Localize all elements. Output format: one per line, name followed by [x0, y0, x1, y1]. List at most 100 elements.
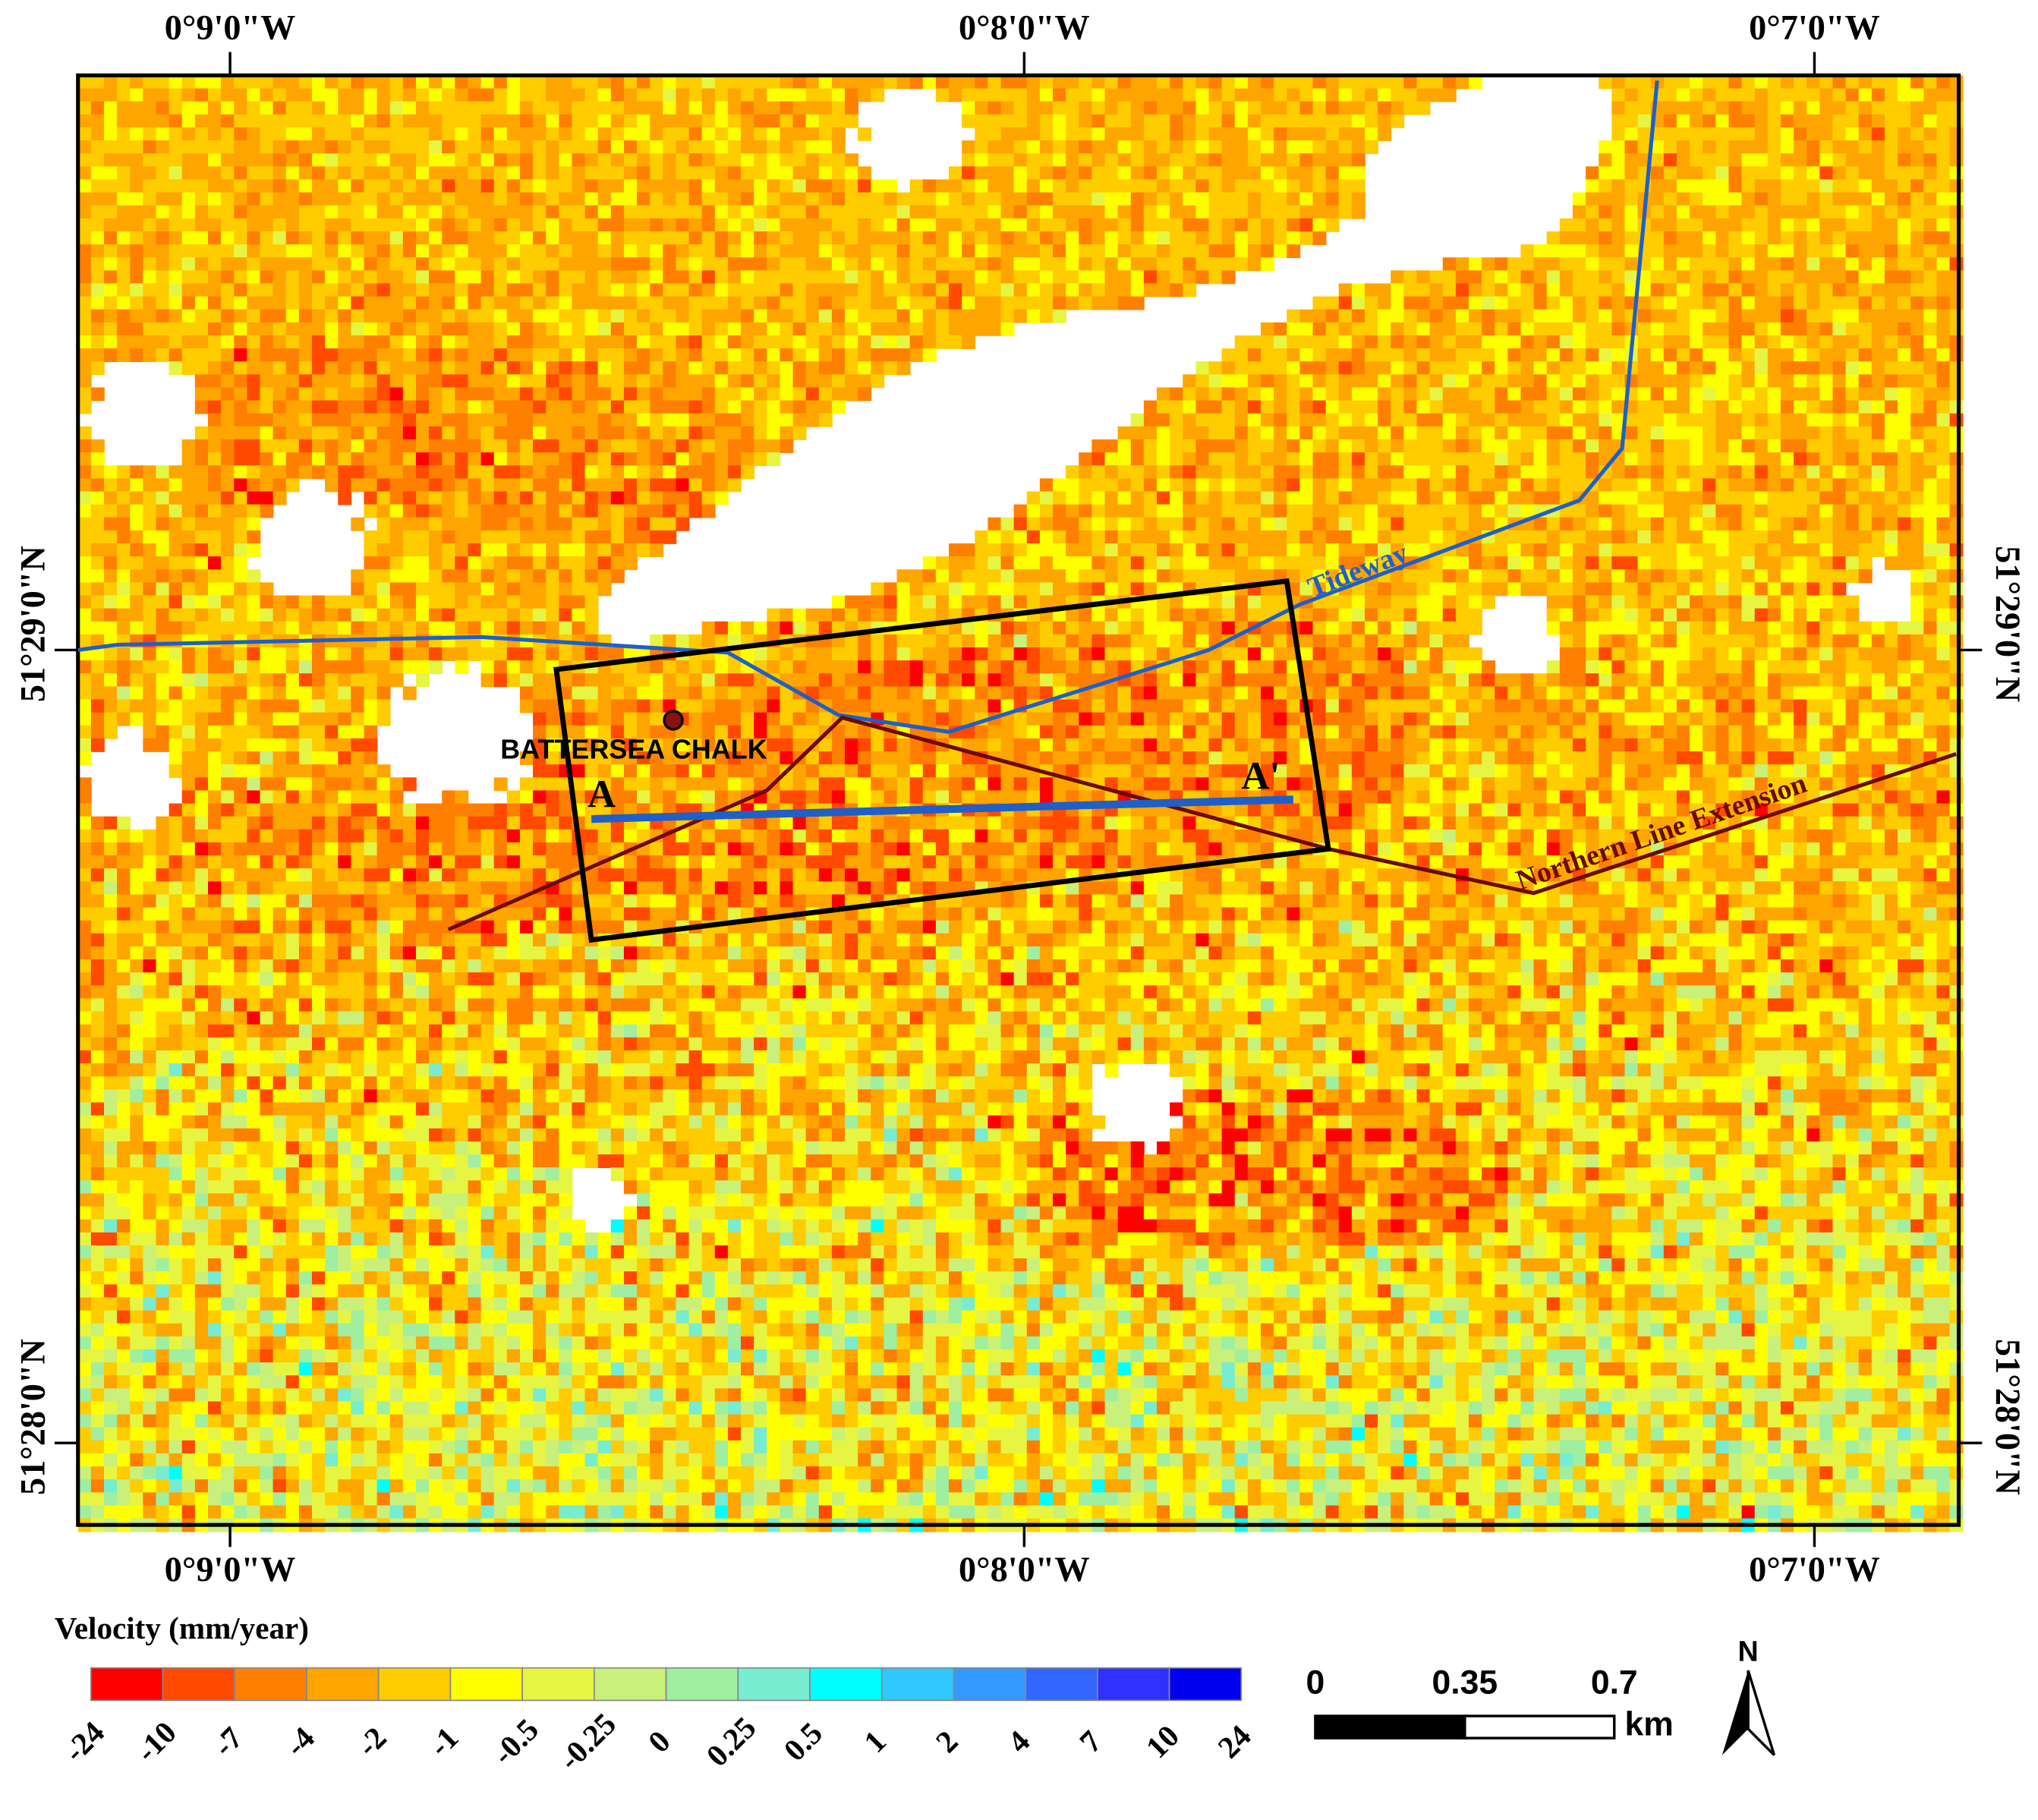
raster-cell	[637, 491, 651, 505]
raster-cell	[389, 478, 404, 493]
raster-cell	[1391, 504, 1405, 518]
raster-cell	[1000, 127, 1015, 141]
raster-cell	[207, 582, 222, 597]
raster-cell	[1091, 101, 1106, 115]
raster-cell	[117, 205, 131, 219]
raster-cell	[1858, 374, 1873, 389]
raster-cell	[103, 270, 118, 285]
raster-cell	[402, 413, 417, 427]
raster-cell	[1898, 244, 1912, 259]
raster-cell	[493, 387, 508, 401]
raster-cell	[1468, 309, 1482, 323]
raster-cell	[1663, 296, 1677, 310]
raster-cell	[1416, 504, 1431, 518]
raster-cell	[1234, 504, 1249, 518]
raster-cell	[364, 231, 378, 245]
raster-cell	[988, 595, 1002, 609]
raster-cell	[1143, 140, 1158, 154]
raster-cell	[1013, 582, 1028, 597]
raster-cell	[1586, 374, 1600, 389]
raster-cell	[1364, 127, 1378, 141]
raster-cell	[298, 309, 313, 323]
raster-cell	[1455, 296, 1469, 310]
raster-cell	[1741, 595, 1756, 609]
raster-cell	[429, 335, 443, 349]
raster-cell	[260, 179, 274, 194]
raster-cell	[1170, 192, 1184, 206]
raster-cell	[1599, 569, 1613, 584]
raster-cell	[1378, 374, 1392, 389]
raster-cell	[1378, 335, 1392, 349]
raster-cell	[1495, 296, 1509, 310]
raster-cell	[194, 153, 209, 168]
raster-cell	[1586, 361, 1600, 376]
raster-cell	[1936, 257, 1951, 272]
raster-cell	[338, 127, 352, 141]
raster-cell	[181, 504, 196, 518]
raster-cell	[1312, 452, 1327, 467]
raster-cell	[701, 374, 716, 389]
raster-cell	[1767, 517, 1781, 531]
raster-cell	[546, 556, 560, 571]
raster-cell	[1586, 491, 1600, 505]
raster-cell	[767, 127, 781, 141]
raster-cell	[688, 322, 703, 336]
raster-cell	[1923, 127, 1938, 141]
raster-cell	[1794, 387, 1808, 401]
raster-cell	[1039, 296, 1054, 310]
raster-cell	[1546, 374, 1561, 389]
raster-cell	[831, 153, 846, 168]
raster-cell	[935, 218, 950, 232]
raster-cell	[676, 374, 690, 389]
raster-cell	[533, 543, 547, 557]
raster-cell	[77, 218, 92, 232]
raster-cell	[1559, 595, 1573, 609]
raster-cell	[338, 491, 352, 505]
raster-cell	[415, 595, 430, 609]
raster-cell	[1884, 88, 1898, 102]
raster-cell	[1559, 257, 1573, 272]
raster-cell	[1364, 348, 1378, 363]
raster-cell	[1845, 114, 1860, 128]
raster-cell	[1884, 400, 1898, 414]
raster-cell	[741, 309, 755, 323]
raster-cell	[260, 296, 274, 310]
raster-cell	[1949, 218, 1964, 232]
raster-cell	[1183, 504, 1197, 518]
raster-cell	[533, 335, 547, 349]
raster-cell	[455, 205, 469, 219]
raster-cell	[676, 218, 690, 232]
raster-cell	[1715, 309, 1730, 323]
raster-cell	[77, 231, 92, 245]
raster-cell	[1728, 322, 1743, 336]
raster-cell	[1053, 153, 1067, 168]
raster-cell	[169, 608, 183, 622]
raster-cell	[1884, 478, 1898, 493]
raster-cell	[741, 218, 755, 232]
raster-cell	[949, 543, 963, 557]
raster-cell	[1949, 556, 1964, 571]
raster-cell	[714, 465, 729, 480]
raster-cell	[714, 439, 729, 453]
raster-cell	[1676, 530, 1690, 544]
raster-cell	[1026, 218, 1041, 232]
raster-cell	[1183, 127, 1197, 141]
raster-cell	[389, 166, 404, 181]
raster-cell	[1690, 140, 1704, 154]
raster-cell	[1546, 543, 1561, 557]
raster-cell	[935, 569, 950, 584]
raster-cell	[506, 114, 521, 128]
raster-cell	[727, 257, 742, 272]
raster-cell	[688, 192, 703, 206]
raster-cell	[1299, 88, 1314, 102]
raster-cell	[351, 374, 365, 389]
raster-cell	[1325, 426, 1340, 440]
raster-cell	[533, 322, 547, 336]
raster-cell	[169, 348, 183, 363]
raster-cell	[1079, 166, 1093, 181]
raster-cell	[1741, 127, 1756, 141]
raster-cell	[506, 413, 521, 427]
raster-cell	[1884, 127, 1898, 141]
raster-cell	[429, 465, 443, 480]
raster-cell	[741, 192, 755, 206]
